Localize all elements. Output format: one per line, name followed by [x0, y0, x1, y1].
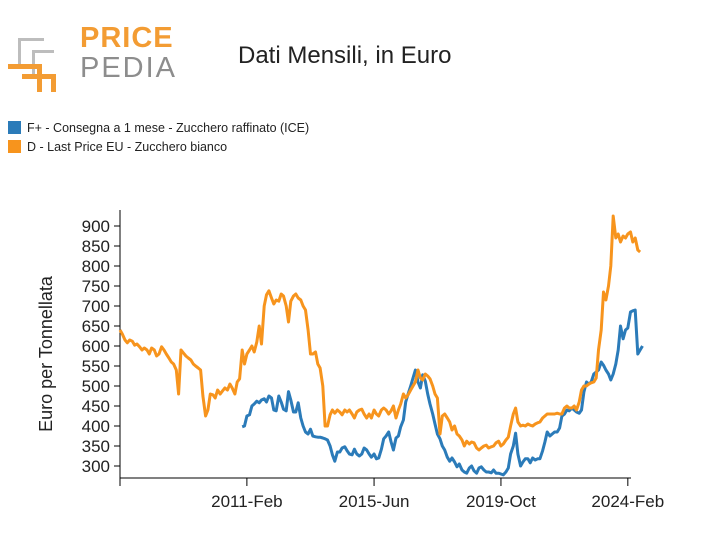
y-tick-label: 650 [82, 317, 110, 336]
y-tick-label: 850 [82, 237, 110, 256]
y-tick-label: 300 [82, 457, 110, 476]
y-axis-label: Euro per Tonnellata [36, 275, 56, 432]
y-tick-label: 900 [82, 217, 110, 236]
y-tick-label: 800 [82, 257, 110, 276]
logo-text-price: PRICE [80, 22, 174, 54]
legend-item-series-2[interactable]: D - Last Price EU - Zucchero bianco [8, 137, 309, 156]
x-tick-label: 2019-Oct [466, 492, 536, 511]
x-tick-label: 2011-Feb [211, 492, 283, 511]
x-tick-label: 2015-Jun [339, 492, 410, 511]
legend-swatch-orange [8, 140, 21, 153]
y-tick-label: 550 [82, 357, 110, 376]
y-tick-label: 400 [82, 417, 110, 436]
y-tick-label: 500 [82, 377, 110, 396]
logo-mark-icon [8, 38, 56, 92]
y-tick-label: 450 [82, 397, 110, 416]
legend-item-series-1[interactable]: F+ - Consegna a 1 mese - Zucchero raffin… [8, 118, 309, 137]
y-tick-label: 350 [82, 437, 110, 456]
legend-label-series-2: D - Last Price EU - Zucchero bianco [27, 139, 228, 154]
legend-label-series-1: F+ - Consegna a 1 mese - Zucchero raffin… [27, 120, 310, 135]
y-tick-label: 600 [82, 337, 110, 356]
series-line-1 [241, 308, 644, 477]
series-line-2 [118, 214, 642, 452]
y-tick-label: 750 [82, 277, 110, 296]
x-tick-label: 2024-Feb [591, 492, 664, 511]
legend-swatch-blue [8, 121, 21, 134]
y-tick-label: 700 [82, 297, 110, 316]
logo-text-pedia: PEDIA [80, 52, 178, 84]
pricepedia-logo: PRICE PEDIA [8, 22, 175, 94]
chart-title: Dati Mensili, in Euro [238, 42, 452, 69]
chart-legend: F+ - Consegna a 1 mese - Zucchero raffin… [8, 118, 309, 156]
